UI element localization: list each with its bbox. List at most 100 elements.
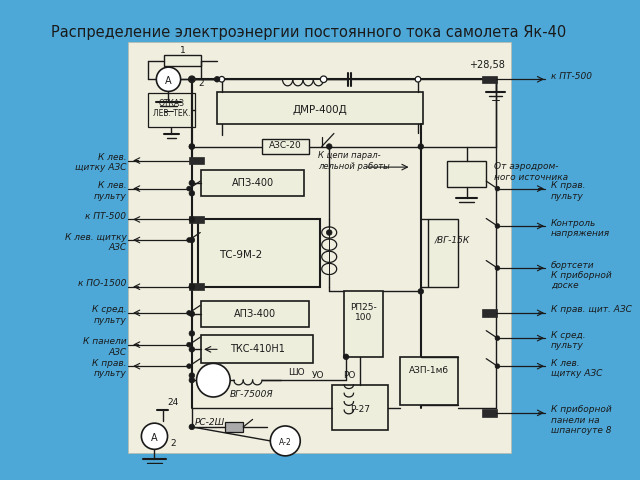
- Circle shape: [189, 284, 195, 289]
- Text: К прав.
пульту: К прав. пульту: [550, 181, 585, 201]
- Circle shape: [189, 144, 195, 149]
- Bar: [217, 92, 422, 124]
- Text: К лев.
щитку АЗС: К лев. щитку АЗС: [75, 153, 127, 172]
- Text: К прав.
пульту: К прав. пульту: [92, 359, 127, 378]
- Text: От аэродром-
ного источника: От аэродром- ного источника: [493, 162, 568, 182]
- Circle shape: [187, 364, 191, 369]
- Text: бортсети
К приборной
доске: бортсети К приборной доске: [550, 261, 611, 290]
- Bar: [262, 139, 308, 154]
- Circle shape: [189, 311, 195, 317]
- Circle shape: [495, 186, 500, 191]
- Bar: [332, 385, 388, 430]
- Circle shape: [189, 216, 195, 222]
- Circle shape: [495, 364, 500, 369]
- Bar: [128, 42, 511, 453]
- Text: +28,58: +28,58: [469, 60, 505, 70]
- Text: к ПТ-500: к ПТ-500: [550, 72, 592, 81]
- Text: К прав. щит. АЗС: К прав. щит. АЗС: [550, 305, 632, 314]
- Circle shape: [189, 377, 195, 383]
- Text: 2: 2: [198, 79, 204, 87]
- Bar: [198, 219, 320, 287]
- Text: А: А: [151, 433, 158, 443]
- Circle shape: [270, 426, 300, 456]
- Bar: [201, 301, 308, 327]
- Text: К панели
АЗС: К панели АЗС: [83, 337, 127, 357]
- Text: К приборной
панели на
шпангоуте 8: К приборной панели на шпангоуте 8: [550, 406, 611, 435]
- Text: ВГ-7500Я: ВГ-7500Я: [230, 389, 274, 398]
- Circle shape: [326, 230, 332, 235]
- Bar: [148, 93, 195, 127]
- Text: ТС-9М-2: ТС-9М-2: [219, 250, 262, 260]
- Circle shape: [495, 224, 500, 228]
- Bar: [189, 283, 204, 290]
- Bar: [225, 422, 243, 432]
- Circle shape: [196, 363, 230, 397]
- Circle shape: [189, 237, 195, 243]
- Text: к ПО-1500: к ПО-1500: [78, 279, 127, 288]
- Circle shape: [189, 144, 195, 149]
- Bar: [344, 291, 383, 357]
- Circle shape: [189, 424, 195, 430]
- Text: А: А: [165, 76, 172, 86]
- Circle shape: [326, 144, 332, 149]
- Text: РП25-
100: РП25- 100: [351, 302, 377, 322]
- Text: Контроль
напряжения: Контроль напряжения: [550, 218, 610, 238]
- Circle shape: [187, 342, 191, 347]
- Text: /ВГ-15К: /ВГ-15К: [435, 236, 470, 244]
- Text: К лев.
пульту: К лев. пульту: [93, 181, 127, 201]
- Bar: [189, 216, 204, 223]
- Bar: [189, 157, 204, 164]
- Circle shape: [189, 191, 195, 196]
- Circle shape: [495, 336, 500, 340]
- Circle shape: [418, 144, 424, 149]
- Text: Распределение электроэнергии постоянного тока самолета Як-40: Распределение электроэнергии постоянного…: [51, 25, 566, 40]
- Circle shape: [187, 186, 191, 191]
- Text: К сред.
пульту: К сред. пульту: [92, 305, 127, 325]
- Text: К лев.
щитку АЗС: К лев. щитку АЗС: [550, 359, 602, 378]
- Text: АПЗ-400: АПЗ-400: [234, 309, 276, 319]
- Circle shape: [415, 76, 420, 82]
- Circle shape: [189, 76, 195, 82]
- Text: АЗП-1мб: АЗП-1мб: [409, 366, 449, 375]
- Text: ТКС-410Н1: ТКС-410Н1: [230, 344, 285, 354]
- Circle shape: [418, 288, 424, 294]
- Text: УО: УО: [312, 371, 324, 380]
- Text: к ПТ-500: к ПТ-500: [85, 212, 127, 221]
- Text: А-2: А-2: [279, 438, 292, 447]
- Text: 2: 2: [170, 439, 176, 448]
- Text: ОТКАЗ
ЛЕВ. ТЕК.: ОТКАЗ ЛЕВ. ТЕК.: [152, 99, 190, 118]
- Text: АЗС-20: АЗС-20: [269, 141, 301, 150]
- Bar: [447, 161, 486, 187]
- Text: К сред.
пульту: К сред. пульту: [550, 331, 586, 350]
- Circle shape: [187, 311, 191, 315]
- Circle shape: [219, 76, 225, 82]
- Text: К лев. щитку
АЗС: К лев. щитку АЗС: [65, 232, 127, 252]
- Circle shape: [343, 354, 349, 360]
- Circle shape: [495, 266, 500, 270]
- Text: РО: РО: [342, 371, 355, 380]
- Circle shape: [141, 423, 168, 449]
- Text: РС-2Ш: РС-2Ш: [195, 418, 225, 427]
- Bar: [428, 219, 458, 287]
- Circle shape: [321, 76, 327, 83]
- Circle shape: [189, 284, 195, 289]
- Text: ШО: ШО: [288, 368, 305, 377]
- Text: Р-27: Р-27: [350, 405, 370, 414]
- Text: 1: 1: [180, 46, 186, 55]
- Circle shape: [189, 180, 195, 186]
- Bar: [164, 55, 201, 66]
- Circle shape: [189, 331, 195, 336]
- Circle shape: [189, 347, 195, 352]
- Text: 24: 24: [168, 398, 179, 407]
- Circle shape: [189, 76, 195, 83]
- Bar: [201, 170, 304, 196]
- Text: ДМР-400Д: ДМР-400Д: [292, 105, 348, 115]
- Bar: [483, 409, 497, 417]
- Bar: [201, 336, 314, 363]
- Bar: [400, 357, 458, 406]
- Text: АПЗ-400: АПЗ-400: [232, 178, 274, 188]
- Circle shape: [214, 76, 220, 82]
- Text: К цепи парал-
лельной работы: К цепи парал- лельной работы: [318, 151, 390, 170]
- Circle shape: [187, 238, 191, 242]
- Bar: [483, 75, 497, 83]
